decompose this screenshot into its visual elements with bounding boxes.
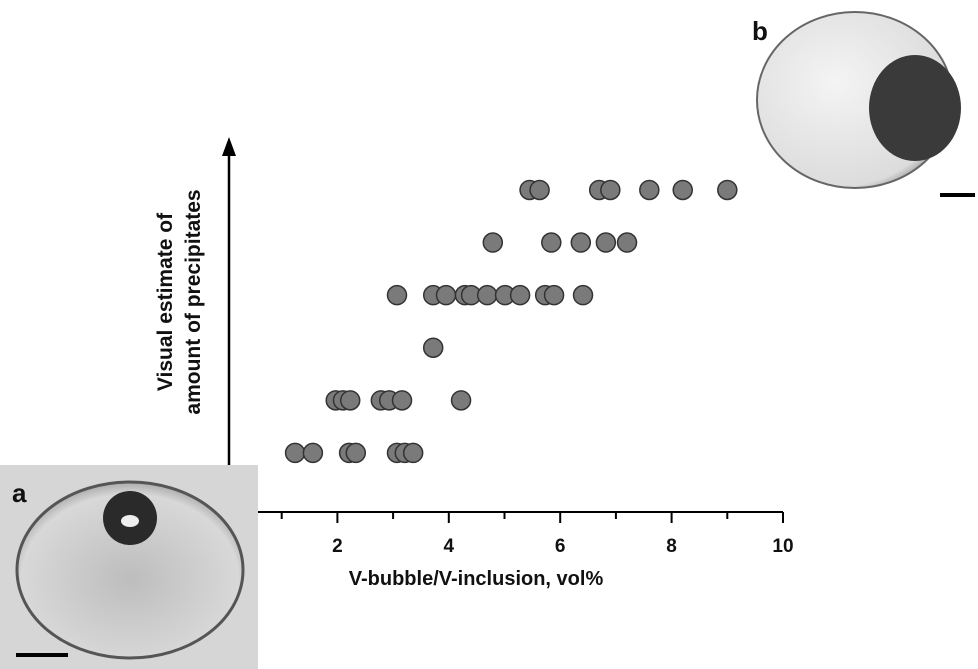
point	[545, 286, 564, 305]
x-tick-label: 2	[332, 536, 343, 557]
panel-label: a	[12, 478, 27, 508]
point	[673, 180, 692, 199]
point	[571, 233, 590, 252]
x-tick-label: 6	[555, 536, 566, 557]
point	[404, 443, 423, 462]
point	[530, 180, 549, 199]
x-axis-label: V-bubble/V-inclusion, vol%	[349, 568, 604, 590]
point	[437, 286, 456, 305]
panel-label: b	[752, 16, 768, 46]
point	[574, 286, 593, 305]
point	[511, 286, 530, 305]
point	[452, 391, 471, 410]
point	[618, 233, 637, 252]
photo-a	[0, 465, 258, 669]
point	[393, 391, 412, 410]
point	[387, 286, 406, 305]
point	[341, 391, 360, 410]
x-tick-label: 10	[772, 536, 793, 557]
y-axis-label: Visual estimate of	[154, 212, 177, 391]
point	[601, 180, 620, 199]
point	[718, 180, 737, 199]
photo-b	[757, 12, 975, 195]
y-arrow	[222, 137, 236, 156]
x-tick-label: 8	[666, 536, 677, 557]
point	[286, 443, 305, 462]
x-tick-label: 4	[444, 536, 455, 557]
point	[424, 338, 443, 357]
point	[640, 180, 659, 199]
point	[346, 443, 365, 462]
y-axis-label: amount of precipitates	[182, 189, 205, 414]
point	[478, 286, 497, 305]
point	[303, 443, 322, 462]
point	[542, 233, 561, 252]
point	[483, 233, 502, 252]
point	[596, 233, 615, 252]
figure: a b Visual estimate of amount of precipi…	[0, 0, 978, 669]
